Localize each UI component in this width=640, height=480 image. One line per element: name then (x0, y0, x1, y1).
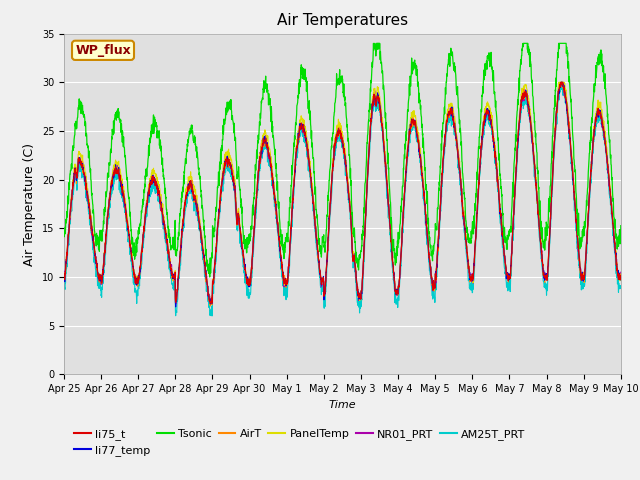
Title: Air Temperatures: Air Temperatures (277, 13, 408, 28)
Legend: li75_t, li77_temp, Tsonic, AirT, PanelTemp, NR01_PRT, AM25T_PRT: li75_t, li77_temp, Tsonic, AirT, PanelTe… (70, 424, 530, 460)
X-axis label: Time: Time (328, 400, 356, 409)
Text: WP_flux: WP_flux (75, 44, 131, 57)
Y-axis label: Air Temperature (C): Air Temperature (C) (23, 143, 36, 265)
